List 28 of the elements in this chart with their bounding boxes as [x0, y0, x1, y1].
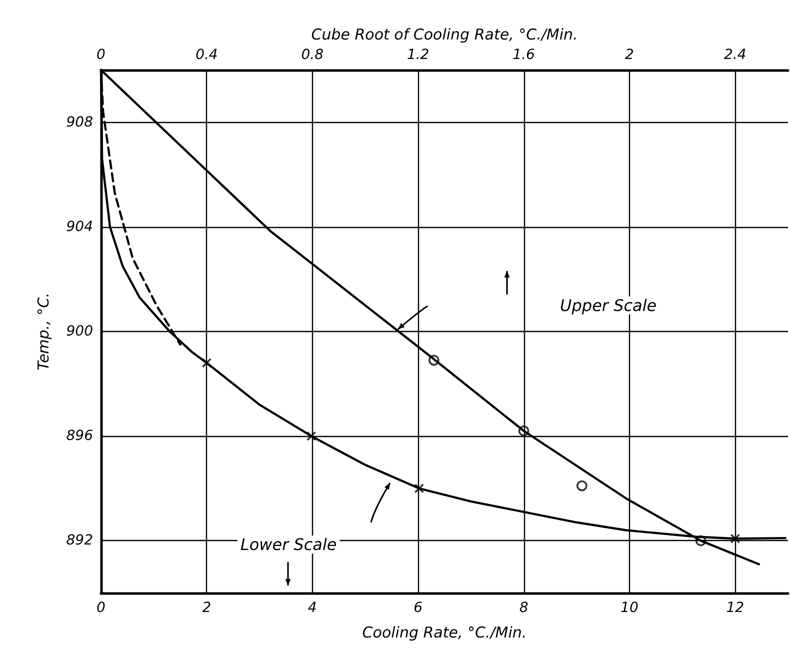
annotation: Upper Scale: [560, 296, 657, 315]
point: [414, 484, 424, 494]
x2-tick-label: 0: [96, 47, 106, 63]
y-axis-title: Temp., °C.: [34, 292, 52, 370]
annotation: Lower Scale: [240, 535, 337, 554]
x2-axis-title: Cube Root of Cooling Rate, °C./Min.: [311, 26, 578, 44]
x2-tick-label: 0.8: [301, 47, 324, 63]
y-tick-label: 900: [66, 324, 94, 340]
y-tick-label: 892: [66, 532, 94, 549]
x2-tick-label: 1.6: [512, 47, 535, 63]
x-tick-label: 8: [519, 600, 528, 616]
x-tick-label: 6: [414, 600, 423, 616]
x2-tick-label: 2: [625, 47, 634, 63]
x-tick-label: 0: [96, 600, 106, 616]
x2-tick-label: 2.4: [724, 47, 746, 63]
y-tick-label: 908: [66, 114, 94, 130]
point: [730, 534, 740, 544]
x-tick-label: 12: [726, 600, 744, 616]
x-axis-title: Cooling Rate, °C./Min.: [362, 624, 527, 642]
y-tick-label: 904: [66, 218, 93, 235]
x-tick-label: 10: [620, 600, 638, 616]
x-tick-label: 2: [202, 600, 212, 616]
x-tick-label: 4: [308, 600, 317, 616]
x2-tick-label: 0.4: [196, 47, 218, 63]
point: [306, 431, 316, 441]
point: [202, 358, 212, 368]
x2-tick-label: 1.2: [406, 47, 430, 63]
y-tick-label: 896: [66, 428, 94, 444]
